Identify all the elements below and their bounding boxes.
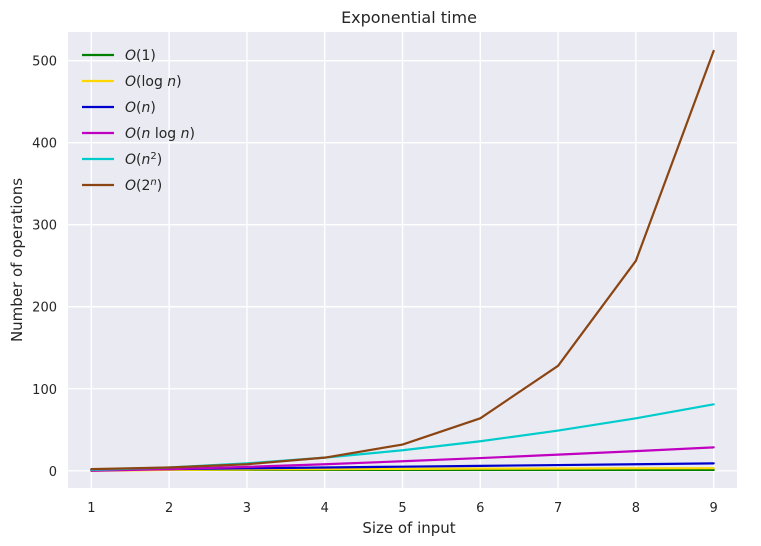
y-tick-labels: 0 100 200 300 400 500 (32, 55, 57, 480)
x-tick-label: 8 (632, 501, 640, 516)
y-axis-label: Number of operations (8, 178, 26, 342)
legend-label-4: O(n2) (125, 151, 162, 169)
y-tick-label: 500 (32, 55, 57, 70)
x-tick-label: 7 (554, 501, 562, 516)
legend-label-1: O(log n) (125, 74, 182, 90)
series-line-3 (90, 446, 715, 472)
y-tick-label: 0 (49, 465, 57, 480)
x-tick-label: 2 (165, 501, 173, 516)
x-tick-labels: 1 2 3 4 5 6 7 8 9 (87, 501, 718, 516)
x-tick-label: 4 (321, 501, 329, 516)
legend-label-3: O(n log n) (125, 126, 195, 142)
x-tick-label: 1 (87, 501, 95, 516)
legend-label-5: O(2n) (125, 177, 162, 195)
legend: O(1) O(log n) O(n) O(n log n) O(n2) O(2n) (82, 48, 195, 194)
chart-title: Exponential time (341, 8, 477, 27)
legend-label-2: O(n) (125, 100, 156, 116)
legend-label-0: O(1) (125, 48, 156, 64)
series-line-5 (90, 49, 715, 471)
y-tick-label: 200 (32, 301, 57, 316)
x-tick-label: 5 (398, 501, 406, 516)
series-lines (90, 49, 715, 472)
y-tick-label: 400 (32, 137, 57, 152)
x-tick-label: 9 (710, 501, 718, 516)
x-tick-label: 6 (476, 501, 484, 516)
x-axis-label: Size of input (362, 519, 455, 537)
y-tick-label: 100 (32, 383, 57, 398)
x-tick-label: 3 (243, 501, 251, 516)
y-tick-label: 300 (32, 219, 57, 234)
